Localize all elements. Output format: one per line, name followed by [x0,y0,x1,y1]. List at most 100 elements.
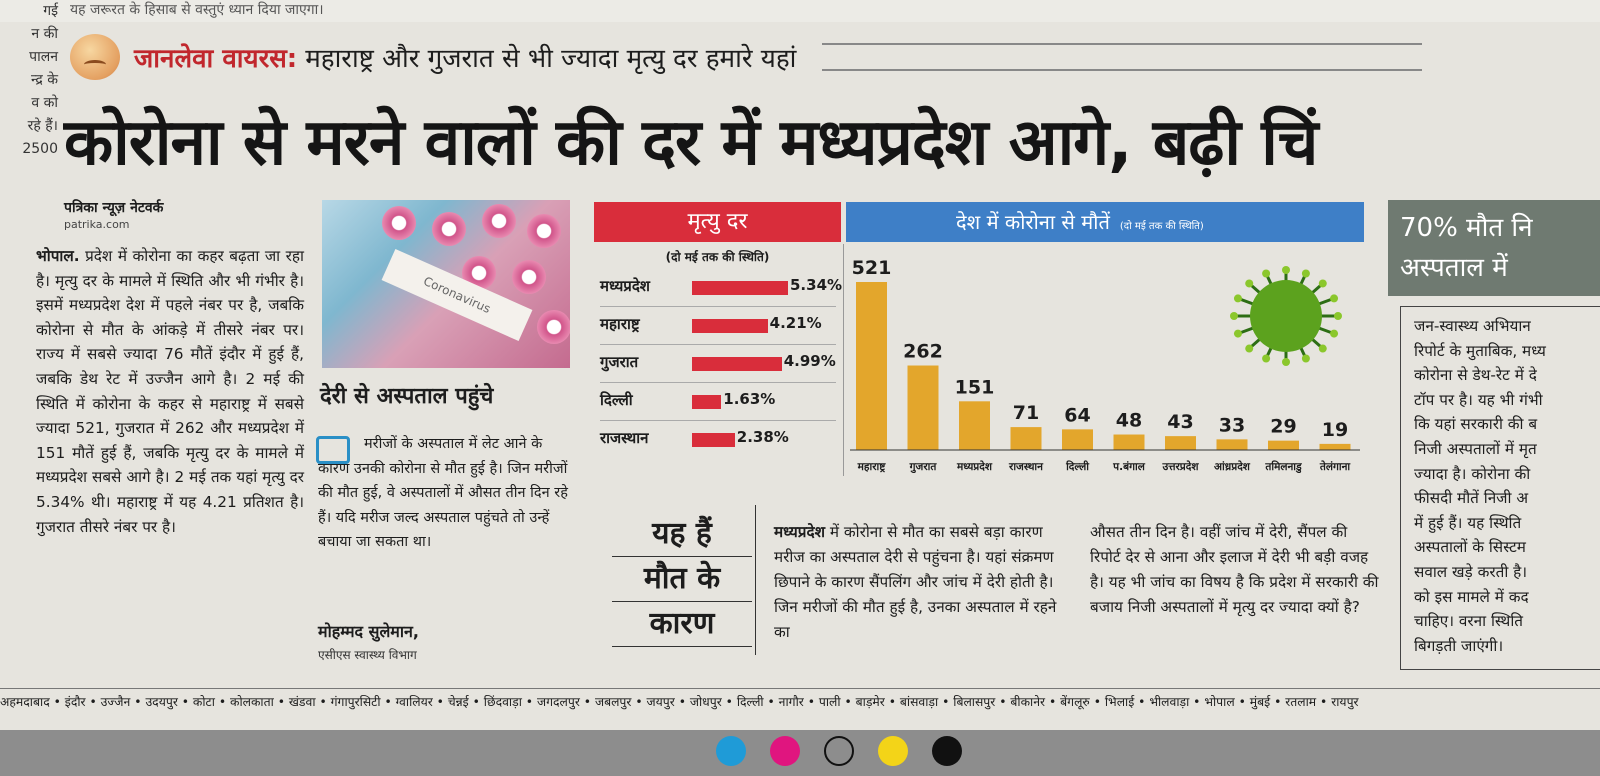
left-col-line: न की [31,26,58,42]
causes-lead: मध्यप्रदेश [774,523,825,541]
left-column-fragment: गई न की पालन न्द्र के व को रहे हैं। 2500 [0,0,58,180]
deaths-bar [959,401,990,450]
yellow-registration-dot [878,736,908,766]
deaths-bar [1010,427,1042,450]
quote-icon [316,436,350,464]
sidebar-line: कि यहां सरकारी की ब [1414,415,1538,434]
headline: कोरोना से मरने वालों की दर में मध्यप्रदे… [64,106,1318,180]
sidebar-line: सवाल खड़े करती है। [1414,562,1528,581]
city-editions: अहमदाबाद • इंदौर • उज्जैन • उदयपुर • कोट… [0,688,1600,715]
deaths-value-label: 262 [903,341,943,363]
left-col-line: न्द्र के [31,72,58,88]
rate-row-label: मध्यप्रदेश [600,277,651,295]
rate-row: दिल्ली 1.63% [600,390,840,414]
deaths-bar [1062,429,1093,450]
rate-value-label: 1.63% [723,390,776,408]
kicker-rule [822,43,1423,71]
kicker: जानलेवा वायरस: महाराष्ट्र और गुजरात से भ… [70,34,1423,80]
deaths-bar [1268,440,1299,450]
chart-divider [843,244,844,476]
rate-row-separator [600,344,836,345]
deaths-category-label: उत्तरप्रदेश [1162,460,1200,473]
left-col-line: व को [31,95,58,111]
deaths-bar [856,282,887,450]
deaths-category-label: राजस्थान [1008,461,1044,473]
causes-title-line: कारण [612,602,752,647]
causes-title: यह हैं मौत के कारण [612,512,752,647]
rate-bar [692,357,782,371]
black-registration-dot [932,736,962,766]
rate-bar [692,281,788,295]
byline: पत्रिका न्यूज़ नेटवर्क [64,200,164,216]
crosshair-registration-icon [824,736,854,766]
causes-col1-text: में कोरोना से मौत का सबसे बड़ा कारण मरीज… [774,523,1057,641]
story-dateline: भोपाल. [36,247,80,265]
rate-row: राजस्थान 2.38% [600,428,840,452]
quote-dept: एसीएस स्वास्थ्य विभाग [318,648,417,662]
deaths-value-label: 521 [852,257,892,279]
virus-icon [1230,266,1342,366]
sidebar-line: बिगड़ती जाएंगी। [1414,636,1504,655]
sidebar-line: कोरोना से डेथ-रेट में दे [1414,366,1537,385]
coronavirus-photo: Coronavirus [322,200,570,368]
sidebar-header: 70% मौत नि अस्पताल में [1388,200,1600,296]
sidebar-line: अस्पतालों के सिस्टम [1414,538,1526,557]
causes-rule [755,505,756,655]
deaths-value-label: 71 [1013,402,1039,424]
rate-value-label: 4.99% [783,352,836,370]
rate-chart-title: मृत्यु दर [594,202,841,242]
photo-tag: Coronavirus [381,248,533,342]
deaths-chart-title: देश में कोरोना से मौतें [956,210,1110,234]
rate-row-separator [600,420,836,421]
causes-col-1: मध्यप्रदेश में कोरोना से मौत का सबसे बड़… [774,520,1074,645]
top-strip-text: यह जरूरत के हिसाब से वस्तुएं ध्यान दिया … [70,2,324,18]
rate-bar [692,433,735,447]
story-body: भोपाल. प्रदेश में कोरोना का कहर बढ़ता जा… [36,244,304,664]
deaths-category-label: दिल्ली [1065,460,1090,473]
left-col-line: गई [43,3,58,19]
deaths-chart-subtitle: (दो मई तक की स्थिति) [1119,221,1204,232]
deaths-value-label: 29 [1270,416,1296,438]
deaths-category-label: आंध्रप्रदेश [1214,460,1251,473]
byline-site: patrika.com [64,218,130,231]
subhead: देरी से अस्पताल पहुंचे [320,384,494,409]
deaths-category-label: प.बंगाल [1112,461,1146,473]
sidebar-line: को इस मामले में कद [1414,587,1529,606]
sidebar-line: टॉप पर है। यह भी गंभी [1414,390,1543,409]
rate-row-label: गुजरात [600,353,639,371]
rate-bar [692,319,768,333]
rate-value-label: 5.34% [790,276,843,294]
deaths-chart-header: देश में कोरोना से मौतें (दो मई तक की स्थि… [846,202,1364,242]
sad-face-icon [70,34,120,80]
deaths-bar [1216,439,1248,450]
quote-text: मरीजों के अस्पताल में लेट आने के कारण उन… [318,436,568,550]
sidebar-line: में हुई हैं। यह स्थिति [1414,513,1522,532]
sidebar-line: जन-स्वास्थ्य अभियान [1414,317,1531,335]
deaths-value-label: 33 [1219,414,1245,436]
rate-row: मध्यप्रदेश 5.34% [600,276,843,300]
sidebar-line: निजी अस्पतालों में मृत [1414,439,1537,458]
sidebar-text: जन-स्वास्थ्य अभियान रिपोर्ट के मुताबिक, म… [1414,314,1600,658]
deaths-category-label: मध्यप्रदेश [956,460,993,473]
deaths-value-label: 64 [1064,404,1090,426]
rate-chart-subtitle: (दो मई तक की स्थिति) [665,250,770,264]
kicker-text: महाराष्ट्र और गुजरात से भी ज्यादा मृत्यु… [305,44,797,74]
sidebar-line: रिपोर्ट के मुताबिक, मध्य [1414,341,1546,360]
cyan-registration-dot [716,736,746,766]
rate-row: महाराष्ट्र 4.21% [600,314,840,338]
deaths-bar [1113,434,1145,450]
story-text: प्रदेश में कोरोना का कहर बढ़ता जा रहा है… [36,247,304,536]
rate-row: गुजरात 4.99% [600,352,840,376]
left-col-line: 2500 [22,141,58,157]
rate-value-label: 4.21% [769,314,822,332]
deaths-bar [1165,436,1196,450]
deaths-bar [907,365,939,450]
rate-row-label: राजस्थान [600,429,649,447]
deaths-value-label: 19 [1322,419,1348,441]
rate-row-label: दिल्ली [600,391,633,409]
rate-row-label: महाराष्ट्र [600,315,640,333]
deaths-value-label: 43 [1167,411,1193,433]
sidebar-title-line: 70% मौत नि [1400,213,1533,243]
left-col-line: पालन [29,49,58,65]
rate-bar [692,395,722,409]
